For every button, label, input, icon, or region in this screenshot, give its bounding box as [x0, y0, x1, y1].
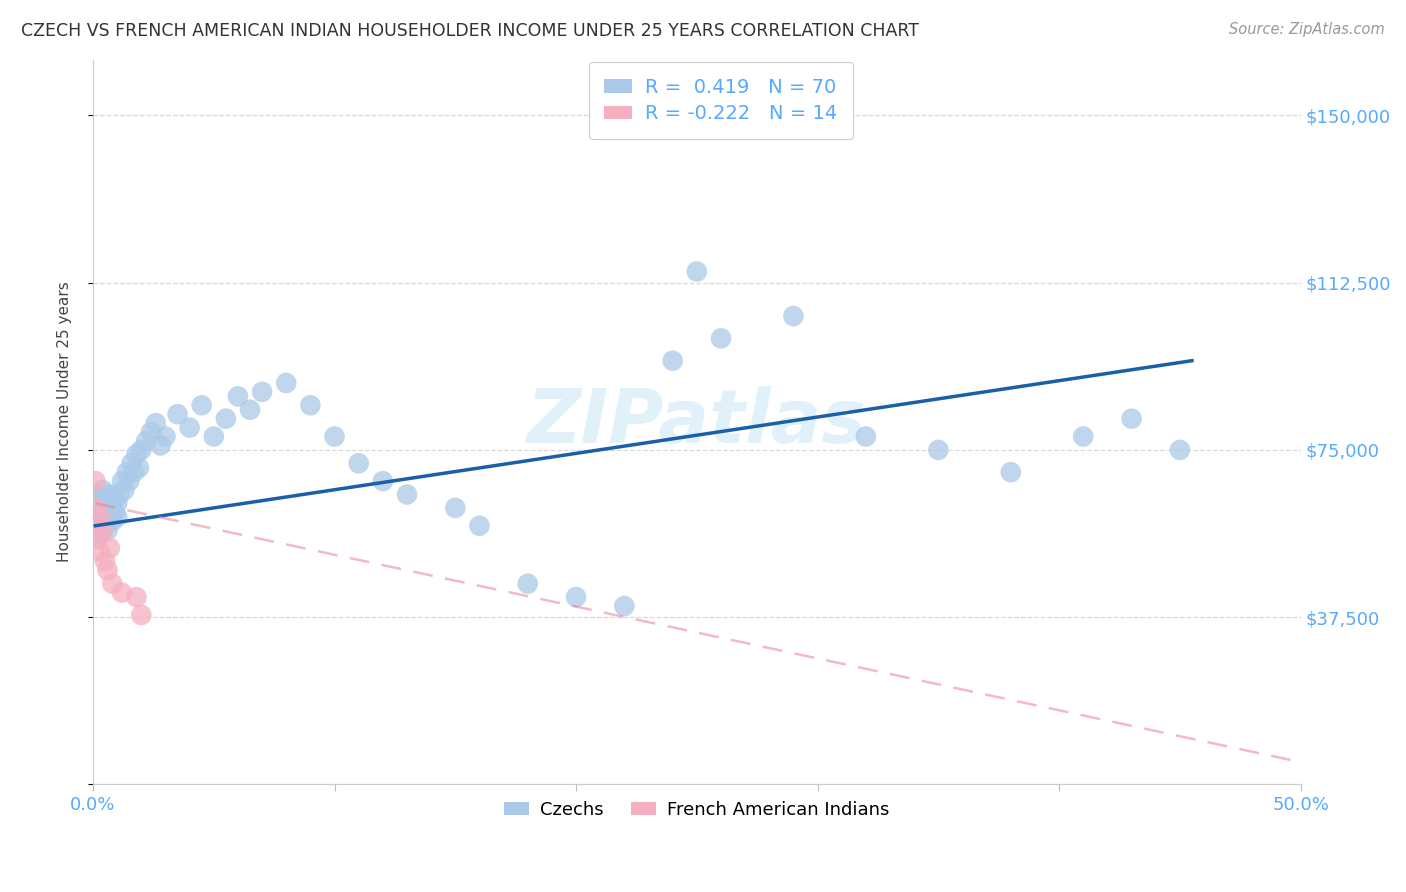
Point: [112, 483, 135, 497]
Point: [91, 483, 114, 497]
Point: [87, 496, 110, 510]
Point: [87, 523, 110, 537]
Point: [111, 474, 134, 488]
Point: [101, 514, 124, 528]
Point: [710, 331, 733, 345]
Point: [565, 590, 588, 604]
Text: CZECH VS FRENCH AMERICAN INDIAN HOUSEHOLDER INCOME UNDER 25 YEARS CORRELATION CH: CZECH VS FRENCH AMERICAN INDIAN HOUSEHOL…: [21, 22, 920, 40]
Point: [371, 474, 394, 488]
Point: [98, 541, 121, 555]
Point: [115, 465, 138, 479]
Point: [108, 487, 131, 501]
Point: [94, 496, 117, 510]
Point: [347, 456, 370, 470]
Point: [1000, 465, 1022, 479]
Point: [91, 514, 114, 528]
Point: [1168, 442, 1191, 457]
Point: [87, 509, 110, 524]
Point: [122, 465, 145, 479]
Point: [96, 563, 118, 577]
Point: [91, 500, 114, 515]
Point: [135, 434, 157, 448]
Point: [125, 590, 148, 604]
Point: [101, 496, 124, 510]
Point: [1071, 429, 1094, 443]
Point: [84, 518, 107, 533]
Y-axis label: Householder Income Under 25 years: Householder Income Under 25 years: [58, 282, 72, 562]
Point: [87, 518, 110, 533]
Point: [215, 411, 238, 425]
Point: [91, 523, 114, 537]
Point: [94, 554, 117, 568]
Point: [299, 398, 322, 412]
Text: Source: ZipAtlas.com: Source: ZipAtlas.com: [1229, 22, 1385, 37]
Point: [1121, 411, 1143, 425]
Point: [149, 438, 172, 452]
Point: [155, 429, 177, 443]
Point: [131, 607, 153, 622]
Point: [145, 416, 167, 430]
Point: [226, 389, 249, 403]
Point: [101, 576, 124, 591]
Point: [105, 509, 128, 524]
Point: [239, 402, 262, 417]
Point: [927, 442, 949, 457]
Point: [94, 518, 117, 533]
Point: [202, 429, 225, 443]
Point: [395, 487, 418, 501]
Point: [84, 500, 107, 515]
Point: [84, 500, 107, 515]
Point: [96, 509, 118, 524]
Point: [782, 309, 804, 323]
Point: [87, 532, 110, 546]
Point: [468, 518, 491, 533]
Point: [128, 460, 150, 475]
Point: [96, 491, 118, 506]
Legend: Czechs, French American Indians: Czechs, French American Indians: [496, 794, 897, 826]
Point: [139, 425, 162, 439]
Point: [89, 545, 111, 559]
Point: [89, 491, 111, 506]
Point: [96, 523, 118, 537]
Point: [179, 420, 201, 434]
Point: [104, 505, 127, 519]
Point: [686, 264, 709, 278]
Point: [250, 384, 273, 399]
Point: [190, 398, 212, 412]
Point: [84, 487, 107, 501]
Point: [131, 442, 153, 457]
Point: [94, 505, 117, 519]
Point: [89, 527, 111, 541]
Point: [98, 487, 121, 501]
Text: ZIPatlas: ZIPatlas: [527, 385, 868, 458]
Point: [104, 491, 127, 506]
Point: [98, 500, 121, 515]
Point: [516, 576, 538, 591]
Point: [89, 505, 111, 519]
Point: [121, 456, 143, 470]
Point: [613, 599, 636, 613]
Point: [323, 429, 346, 443]
Point: [105, 496, 128, 510]
Point: [444, 500, 467, 515]
Point: [118, 474, 141, 488]
Point: [166, 407, 188, 421]
Point: [125, 447, 148, 461]
Point: [84, 474, 107, 488]
Point: [89, 509, 111, 524]
Point: [661, 353, 683, 368]
Point: [111, 585, 134, 599]
Point: [276, 376, 298, 390]
Point: [855, 429, 877, 443]
